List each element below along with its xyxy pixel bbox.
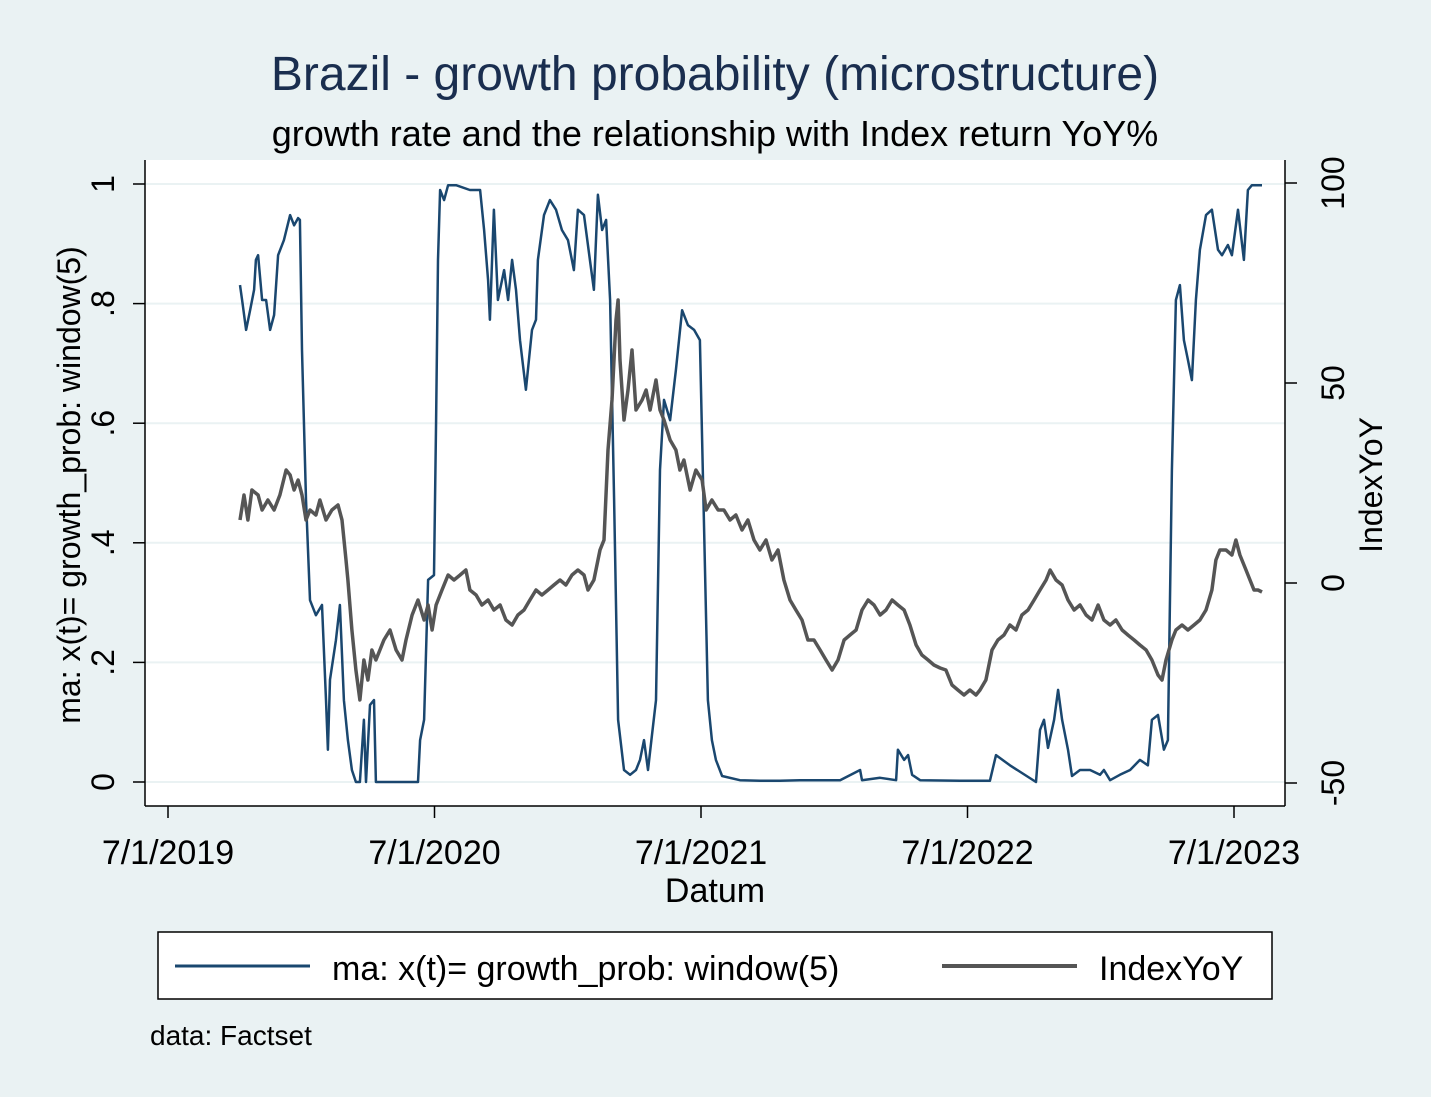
series-lines [238,183,1263,784]
y-tick-label: 1 [85,175,121,193]
source-note: data: Factset [150,1020,312,1051]
legend-label-indexyoy: IndexYoY [1099,950,1243,988]
legend: ma: x(t)= growth_prob: window(5) IndexYo… [157,931,1273,1000]
x-tick-label: 7/1/2021 [635,834,767,872]
y2-tick-label: 0 [1315,574,1351,592]
series-line-indexyoy [238,298,1263,702]
plot-area [145,160,1285,806]
axis-ticks: 0 .2 .4 .6 .8 1 100 50 0 -50 7/1/2019 7/1/2020 7/1/2… [85,156,1351,872]
legend-box [157,931,1273,1000]
x-tick-label: 7/1/2019 [102,834,234,872]
chart-subtitle: growth rate and the relationship with In… [272,113,1159,154]
y-tick-label: .2 [85,649,121,676]
y-axis-title: ma: x(t)= growth_prob: window(5) [51,246,87,724]
y-tick-label: .6 [85,410,121,437]
y2-tick-label: 100 [1315,156,1351,209]
y-tick-label: 0 [85,773,121,791]
x-tick-label: 7/1/2020 [368,834,500,872]
legend-label-growth-prob: ma: x(t)= growth_prob: window(5) [332,950,839,988]
gridlines [145,183,1285,783]
x-tick-label: 7/1/2023 [1168,834,1300,872]
y2-axis-title: IndexYoY [1353,417,1389,553]
x-tick-label: 7/1/2022 [901,834,1033,872]
chart-title: Brazil - growth probability (microstruct… [271,48,1159,101]
y-tick-label: .4 [85,529,121,556]
y2-tick-label: -50 [1315,760,1351,806]
series-line-growth-prob [238,183,1262,784]
y-tick-label: .8 [85,290,121,317]
x-axis-title: Datum [665,872,765,910]
y2-tick-label: 50 [1315,365,1351,401]
